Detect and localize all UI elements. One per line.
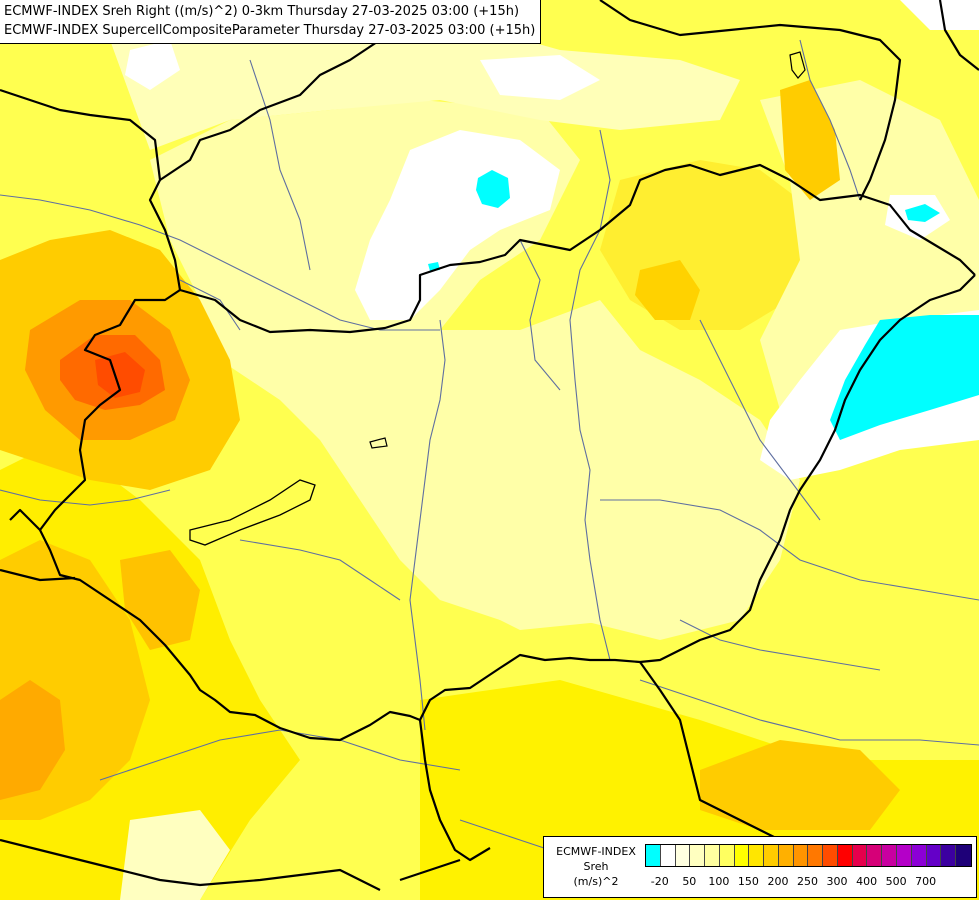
legend-swatches [645,844,972,867]
field-orange-ne2 [635,260,700,320]
legend-swatch [897,845,912,866]
field-pale-north [110,20,740,150]
legend-tick-label: 300 [826,875,848,888]
legend-swatch [734,845,750,866]
legend-swatch [882,845,898,866]
legend-tick-label: 400 [856,875,878,888]
legend-swatch [911,845,927,866]
title-line-2: ECMWF-INDEX SupercellCompositeParameter … [4,23,536,38]
field-white-topleft [125,40,180,90]
color-legend: ECMWF-INDEX Sreh (m/s)^2 -20 50 100 150 200 2… [543,836,977,898]
legend-swatch [867,845,883,866]
legend-swatch [808,845,824,866]
legend-swatch [660,845,676,866]
legend-swatch [764,845,779,866]
field-pale-south [450,520,640,630]
legend-line-3: (m/s)^2 [573,875,619,888]
legend-swatch [926,845,942,866]
legend-tick-label: 700 [915,875,937,888]
legend-swatch [675,845,691,866]
field-orange-mid [120,550,200,650]
legend-tick-label: 250 [797,875,818,888]
field-white-tr [900,0,979,30]
legend-tick-label: 500 [885,875,907,888]
legend-tick-label: -20 [650,875,669,888]
legend-line-1: ECMWF-INDEX [556,845,636,858]
legend-swatch [823,845,838,866]
field-orange-s [700,740,900,830]
field-white-top [480,55,600,100]
legend-title: ECMWF-INDEX Sreh (m/s)^2 [548,844,644,889]
legend-swatch [719,845,735,866]
field-pale-center [150,100,800,640]
legend-swatch [749,845,765,866]
field-cyan-north [476,170,510,208]
legend-swatch [690,845,706,866]
legend-swatch [705,845,720,866]
lake-balaton [189,479,316,546]
field-white-north [355,130,560,320]
lake-small [369,437,388,449]
legend-swatch [956,845,971,866]
legend-swatch [941,845,957,866]
legend-swatch [778,845,794,866]
legend-line-2: Sreh [583,860,609,873]
legend-swatch [793,845,809,866]
legend-swatch [837,845,853,866]
title-line-1: ECMWF-INDEX Sreh Right ((m/s)^2) 0-3km T… [4,4,520,19]
lake-ne [789,51,806,79]
field-cyan-ne [905,204,940,222]
field-red-core2 [95,352,145,398]
legend-tick-label: 150 [737,875,759,888]
map-title-box: ECMWF-INDEX Sreh Right ((m/s)^2) 0-3km T… [0,0,542,44]
field-orange-lowsw [0,680,65,800]
legend-tick-label: 50 [682,875,697,888]
field-cyan-east [830,315,979,440]
legend-ticks: -20 50 100 150 200 250 300 400 500 700 [645,875,970,889]
legend-swatch [852,845,868,866]
legend-tick-label: 200 [767,875,789,888]
legend-swatch [646,845,661,866]
legend-tick-label: 100 [708,875,730,888]
